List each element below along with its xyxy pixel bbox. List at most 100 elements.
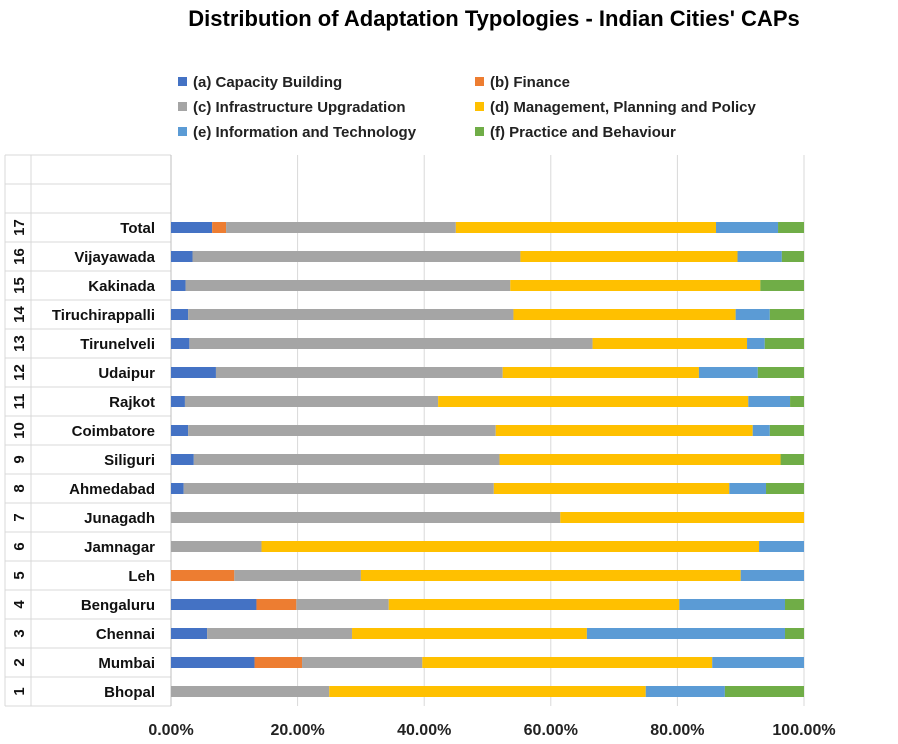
bar-segment [781,251,804,262]
row-number-label: 2 [11,658,28,666]
bar-segment [296,599,389,610]
bar-segment [760,280,804,291]
bar-segment [192,251,521,262]
legend-item: (c) Infrastructure Upgradation [178,99,406,116]
legend-swatch [178,127,187,136]
bar-segment [740,570,804,581]
row-number-label: 7 [11,513,28,521]
bar-segment [188,425,496,436]
bar-segment [254,657,303,668]
category-label: Total [120,220,155,237]
legend-swatch [178,77,187,86]
category-label: Ahmedabad [69,481,155,498]
category-label: Udaipur [98,365,155,382]
bar-segment [757,367,804,378]
bar-segment [560,512,804,523]
x-tick-label: 80.00% [650,722,704,739]
row-number-label: 9 [11,455,28,463]
x-tick-label: 40.00% [397,722,451,739]
bar-segment [171,657,255,668]
bar-segment [493,483,730,494]
bar-segment [226,222,456,233]
legend-item: (e) Information and Technology [178,124,416,141]
row-number-label: 1 [11,687,28,695]
category-label: Chennai [96,626,155,643]
bar-segment [171,483,184,494]
row-number-label: 8 [11,484,28,492]
bar-segment [171,251,193,262]
chart-title: Distribution of Adaptation Typologies - … [188,6,800,31]
category-label: Mumbai [98,655,155,672]
bar-segment [171,425,189,436]
bar-segment [513,309,736,320]
legend-label: (f) Practice and Behaviour [490,124,676,141]
category-label: Bengaluru [81,597,155,614]
bar-segment [679,599,786,610]
row-number-label: 3 [11,629,28,637]
bar-segment [438,396,749,407]
row-number-label: 12 [11,364,28,381]
category-label: Tiruchirappalli [52,307,155,324]
category-label: Tirunelveli [80,336,155,353]
bar-segment [759,541,804,552]
bar-segment [171,309,189,320]
bar-segment [193,454,500,465]
bar-segment [302,657,423,668]
bar-segment [207,628,353,639]
bar-segment [329,686,646,697]
category-label: Rajkot [109,394,155,411]
row-number-label: 10 [11,422,28,439]
row-number-label: 13 [11,335,28,352]
bar-segment [171,541,262,552]
bar-segment [215,367,503,378]
bar-segment [185,280,511,291]
bar-segment [698,367,758,378]
bar-segment [171,338,190,349]
bar-segment [360,570,741,581]
bar-segment [184,396,439,407]
bar-segment [171,280,186,291]
bar-segment [769,309,804,320]
x-tick-label: 20.00% [270,722,324,739]
bar-segment [183,483,494,494]
row-number-label: 6 [11,542,28,550]
category-label: Vijayawada [74,249,155,266]
bar-segment [769,425,804,436]
row-number-label: 15 [11,277,28,294]
row-number-label: 16 [11,248,28,265]
bar-segment [778,222,804,233]
legend-item: (b) Finance [475,74,570,91]
bar-segment [502,367,699,378]
bar-segment [189,338,593,349]
category-label: Junagadh [84,510,155,527]
bar-segment [171,599,257,610]
bar-segment [520,251,738,262]
bar-segment [645,686,725,697]
bar-segment [785,599,804,610]
x-tick-label: 60.00% [524,722,578,739]
x-tick-label: 0.00% [148,722,193,739]
bar-segment [261,541,760,552]
category-label: Bhopal [104,684,155,701]
bar-segment [510,280,761,291]
bar-segment [422,657,713,668]
bar-segment [737,251,782,262]
bar-segment [455,222,717,233]
bar-segment [171,367,216,378]
category-label: Jamnagar [84,539,155,556]
legend-swatch [475,127,484,136]
row-number-label: 5 [11,571,28,579]
bar-segment [352,628,587,639]
legend-label: (d) Management, Planning and Policy [490,99,756,116]
bar-segment [495,425,753,436]
bar-segment [790,396,804,407]
category-label: Kakinada [88,278,155,295]
legend-item: (f) Practice and Behaviour [475,124,676,141]
row-number-label: 4 [11,600,28,609]
bar-segment [171,454,194,465]
bar-segment [752,425,770,436]
category-label: Coimbatore [72,423,155,440]
bar-segment [592,338,748,349]
bar-segment [388,599,680,610]
bar-segment [766,483,804,494]
